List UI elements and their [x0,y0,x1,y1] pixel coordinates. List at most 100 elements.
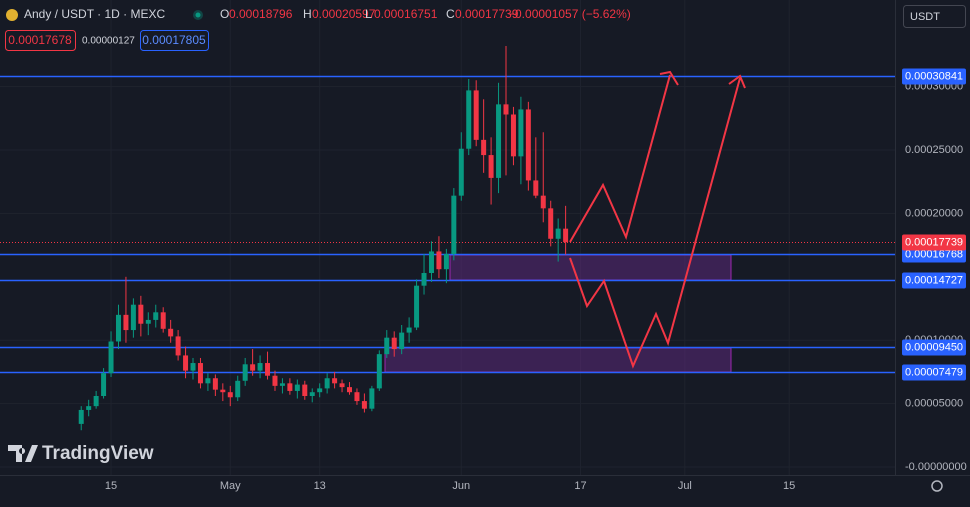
level-label-box [902,364,966,381]
status-dot [195,12,201,18]
candle-body [123,314,129,331]
candle-body [339,383,345,388]
candle-body [190,363,196,371]
x-tick-label: Jun [452,480,470,492]
candle-body [481,139,487,156]
settings-icon[interactable] [931,480,943,492]
x-tick-label: 13 [314,480,326,492]
candle-body [533,180,539,196]
x-tick-label: May [220,480,241,492]
candle-body [414,285,420,328]
candle-body [272,375,278,386]
candle-body [212,378,218,390]
logo: TradingView [42,443,154,464]
candle-body [548,208,554,239]
candle-body [153,312,159,320]
currency[interactable]: USDT [910,11,940,23]
candle-body [428,251,434,274]
ohlc-value: 0.00018796 [229,7,293,21]
projection-arrow [569,77,741,369]
currency-select[interactable] [903,5,966,28]
x-tick-label: 17 [574,480,586,492]
candle-body [130,304,136,331]
candle-body [436,251,442,270]
sell-button[interactable] [5,30,76,51]
sell-price[interactable]: 0.00017678 [8,33,72,47]
candle-body [138,304,144,324]
candles [78,46,569,431]
candle-body [347,387,353,393]
candle-body [518,109,524,157]
candle-body [443,253,449,270]
candle-body [108,341,114,374]
candle-body [555,228,561,239]
buy-price[interactable]: 0.00017805 [142,33,206,47]
y-tick-label: 0.00020000 [905,207,963,219]
arrow-head [728,74,746,89]
candle-body [145,319,151,324]
candle-body [78,409,84,424]
candle-body [257,363,263,371]
candle-body [227,392,233,398]
y-tick-label: 0.00025000 [905,144,963,156]
candle-body [496,104,502,178]
candle-body [361,401,367,409]
candle-body [421,273,427,286]
last-price-box [902,234,966,251]
candle-body [160,312,166,329]
candle-body [302,384,308,397]
candle-body [220,389,226,393]
candle-body [406,327,412,333]
candle-body [384,337,390,355]
candle-body [563,228,569,243]
logo-mark [8,445,38,462]
candle-body [503,104,509,115]
candle-body [86,406,92,410]
axes: 0.000300000.000250000.000200000.00010000… [105,68,967,492]
candle-body [205,378,211,384]
arrow-head [659,70,679,86]
ohlc-key: L [365,7,372,21]
candle-body [197,363,203,384]
candle-body [332,378,338,384]
candle-body [525,109,531,181]
symbol: Andy / USDT · 1D · MEXC [24,7,165,21]
ohlc-key: H [303,7,312,21]
candle-body [183,355,189,371]
candle-body [115,314,121,342]
candle-body [309,392,315,397]
candle-body [317,388,323,393]
candle-body [376,354,382,389]
level-label-box [902,272,966,289]
grid [0,0,895,475]
candle-body [466,90,472,149]
candle-body [540,195,546,209]
candle-body [324,378,330,389]
candle-body [101,373,107,397]
candle-body [175,336,181,356]
y-tick-label: -0.00000000 [905,461,967,473]
level-label: 0.00007479 [905,366,963,378]
level-label-box [902,68,966,85]
y-tick-label: 0.00005000 [905,398,963,410]
level-label: 0.00009450 [905,341,963,353]
spread: 0.00000127 [82,36,135,47]
ohlc-value: 0.00017739 [455,7,519,21]
candle-body [250,364,256,371]
level-label: 0.00014727 [905,274,963,286]
last-price-label: 0.00017739 [905,236,963,248]
change: −0.00001057 (−5.62%) [508,7,631,21]
buy-button[interactable] [140,30,209,51]
x-tick-label: 15 [783,480,795,492]
candle-body [391,337,397,350]
level-label: 0.00016768 [905,248,963,260]
demand-zone [384,347,732,373]
candle-body [279,383,285,386]
level-label-box [902,339,966,356]
candle-body [93,396,99,407]
ohlc-key: C [446,7,455,21]
ohlc-value: 0.00020597 [312,7,376,21]
